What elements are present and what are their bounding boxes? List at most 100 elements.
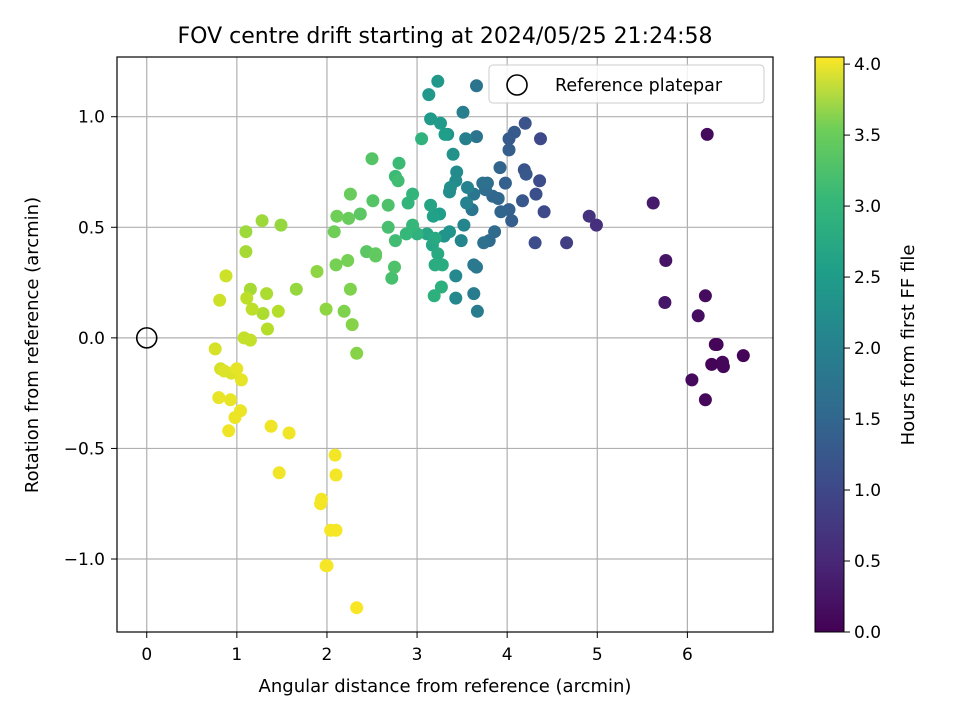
data-point bbox=[438, 127, 452, 141]
data-point bbox=[381, 220, 395, 234]
data-point bbox=[449, 291, 463, 305]
data-point bbox=[261, 322, 274, 336]
data-point bbox=[240, 291, 254, 305]
plot-frame bbox=[116, 56, 774, 633]
data-point bbox=[282, 426, 296, 440]
data-point bbox=[427, 289, 441, 303]
data-point bbox=[459, 132, 473, 146]
data-point bbox=[461, 181, 474, 194]
data-point bbox=[255, 214, 269, 228]
data-point bbox=[710, 338, 724, 351]
data-point bbox=[342, 211, 356, 225]
data-point bbox=[470, 79, 483, 93]
data-point bbox=[685, 373, 699, 387]
data-point bbox=[505, 214, 519, 228]
data-point bbox=[260, 287, 274, 301]
data-point bbox=[449, 269, 463, 283]
data-point bbox=[366, 194, 380, 208]
data-point bbox=[239, 245, 253, 259]
y-tick-label: 0.5 bbox=[78, 218, 105, 238]
data-point bbox=[533, 174, 547, 188]
data-point bbox=[228, 411, 242, 424]
data-point bbox=[365, 152, 379, 166]
data-point bbox=[736, 349, 750, 363]
data-point bbox=[392, 156, 406, 170]
data-point bbox=[399, 227, 413, 241]
data-point bbox=[401, 196, 415, 210]
y-axis-ticks: −1.0 −0.5 0.0 0.5 1.0 bbox=[64, 108, 117, 570]
data-point bbox=[470, 130, 483, 144]
data-point bbox=[328, 448, 342, 462]
data-point bbox=[422, 88, 436, 102]
y-tick-label: −0.5 bbox=[64, 439, 105, 459]
data-point bbox=[264, 419, 278, 433]
data-point bbox=[337, 304, 351, 318]
data-point bbox=[256, 307, 270, 320]
colorbar: 0.0 0.5 1.0 1.5 2.0 2.5 3.0 3.5 4.0 Hours from f… bbox=[814, 55, 919, 643]
data-point bbox=[341, 254, 355, 267]
data-point bbox=[658, 296, 672, 309]
data-point bbox=[428, 231, 442, 245]
colorbar-tick-label: 2.0 bbox=[854, 339, 881, 359]
legend-reference-label: Reference platepar bbox=[555, 76, 723, 96]
legend-box bbox=[488, 64, 765, 104]
data-point bbox=[589, 218, 603, 232]
data-point bbox=[343, 282, 357, 296]
x-axis-label: Angular distance from reference (arcmin) bbox=[259, 676, 632, 697]
data-point bbox=[498, 176, 512, 190]
colorbar-tick-label: 1.5 bbox=[854, 410, 881, 430]
data-point bbox=[467, 287, 481, 301]
data-point bbox=[537, 205, 551, 219]
data-point bbox=[476, 176, 490, 190]
data-point bbox=[350, 601, 364, 615]
data-point bbox=[460, 196, 474, 210]
x-tick-label: 6 bbox=[682, 645, 693, 665]
data-point bbox=[213, 293, 227, 307]
data-point bbox=[345, 318, 359, 332]
x-tick-label: 5 bbox=[592, 645, 603, 665]
data-point bbox=[434, 280, 448, 294]
data-point bbox=[415, 132, 429, 146]
colorbar-tick-label: 2.5 bbox=[854, 268, 881, 288]
colorbar-label: Hours from first FF file bbox=[898, 245, 919, 446]
data-point bbox=[470, 304, 484, 318]
data-point bbox=[457, 218, 471, 232]
data-point bbox=[493, 161, 507, 175]
data-point bbox=[385, 271, 399, 285]
data-point bbox=[272, 466, 286, 480]
data-point bbox=[424, 198, 438, 212]
data-point bbox=[327, 225, 341, 239]
data-point bbox=[431, 74, 445, 88]
data-point bbox=[477, 236, 491, 250]
data-point bbox=[245, 302, 259, 316]
data-point bbox=[329, 258, 343, 272]
y-tick-label: −1.0 bbox=[64, 550, 105, 570]
data-point bbox=[314, 497, 328, 511]
data-point bbox=[502, 143, 516, 157]
data-points bbox=[208, 74, 750, 615]
x-axis-ticks: 0 1 2 3 4 5 6 bbox=[141, 632, 693, 665]
data-point bbox=[582, 209, 596, 223]
data-point bbox=[329, 468, 343, 482]
data-point bbox=[330, 209, 344, 223]
data-point bbox=[310, 265, 324, 278]
data-point bbox=[329, 523, 343, 537]
data-point bbox=[454, 234, 468, 248]
colorbar-tick-label: 1.0 bbox=[854, 481, 881, 501]
data-point bbox=[435, 258, 449, 272]
colorbar-tick-label: 0.5 bbox=[854, 552, 881, 572]
x-tick-label: 1 bbox=[231, 645, 242, 665]
data-point bbox=[274, 218, 288, 232]
data-point bbox=[716, 355, 729, 369]
data-point bbox=[381, 198, 395, 212]
data-point bbox=[700, 127, 714, 141]
data-point bbox=[239, 225, 253, 239]
data-point bbox=[353, 207, 367, 221]
data-point bbox=[319, 559, 333, 573]
data-point bbox=[705, 357, 719, 371]
data-point bbox=[691, 309, 705, 323]
y-tick-label: 0.0 bbox=[78, 329, 105, 349]
data-point bbox=[659, 254, 673, 267]
